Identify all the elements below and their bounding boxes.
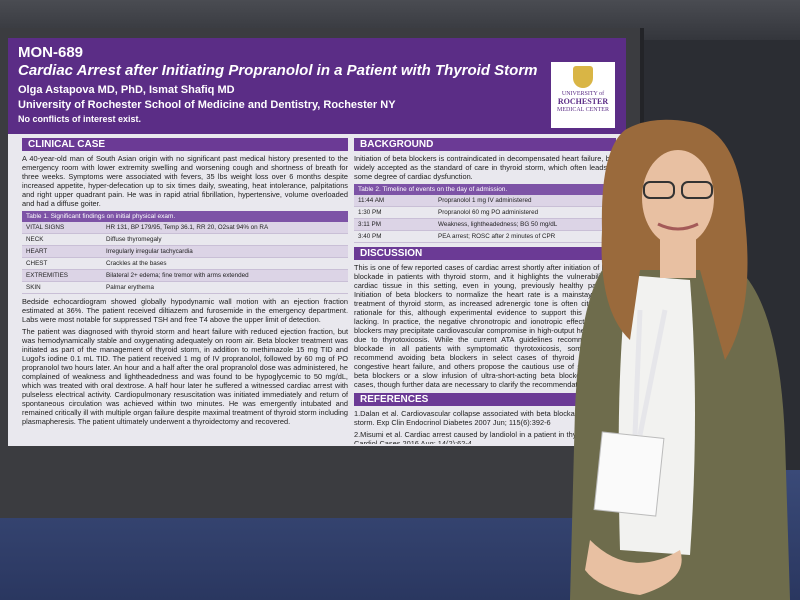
smile (657, 222, 699, 231)
logo-text: UNIVERSITY of (561, 91, 605, 97)
table-cell: NECK (22, 233, 102, 246)
section-heading: CLINICAL CASE (22, 138, 348, 151)
table-cell: Crackles at the bases (102, 257, 348, 270)
table-row: SKIN Palmar erythema (22, 281, 348, 294)
table-row: HEART Irregularly irregular tachycardia (22, 245, 348, 258)
table-cell: Propranolol 1 mg IV administered (434, 195, 616, 207)
table-row: 3:40 PM PEA arrest; ROSC after 2 minutes … (354, 230, 616, 243)
table-cell: HR 131, BP 179/95, Temp 36.1, RR 20, O2s… (102, 222, 348, 234)
paragraph: The patient was diagnosed with thyroid s… (22, 327, 348, 426)
table-cell: SKIN (22, 281, 102, 294)
logo: UNIVERSITY of ROCHESTER MEDICAL CENTER (551, 62, 615, 128)
table-cell: CHEST (22, 257, 102, 270)
glasses (681, 181, 713, 199)
face (642, 150, 714, 246)
reference: 2.Misumi et al. Cardiac arrest caused by… (354, 430, 616, 444)
table-caption: Table 2. Timeline of events on the day o… (354, 184, 616, 195)
table-cell: PEA arrest; ROSC after 2 minutes of CPR (434, 230, 616, 243)
logo-crest (573, 66, 593, 88)
table-row: 3:11 PM Weakness, lightheadedness; BG 50 … (354, 218, 616, 231)
table: VITAL SIGNS HR 131, BP 179/95, Temp 36.1,… (22, 222, 348, 294)
person (570, 119, 790, 600)
affiliation: University of Rochester School of Medici… (18, 99, 396, 111)
logo-text: ROCHESTER (557, 97, 609, 106)
table-cell: Propranolol 60 mg PO administered (434, 206, 616, 219)
table-cell: Bilateral 2+ edema; fine tremor with arm… (102, 269, 348, 282)
table-cell: HEART (22, 245, 102, 258)
table-cell: 3:40 PM (354, 230, 434, 243)
badge (593, 431, 665, 517)
section-heading: DISCUSSION (354, 247, 616, 260)
table-row: EXTREMITIES Bilateral 2+ edema; fine trem… (22, 269, 348, 282)
table-cell: 11:44 AM (354, 195, 434, 207)
poster-header: MON-689 Cardiac Arrest after Initiating … (8, 38, 626, 134)
section-heading: REFERENCES (354, 393, 616, 406)
paragraph: Initiation of beta blockers is contraind… (354, 154, 616, 181)
paragraph: A 40-year-old man of South Asian origin … (22, 154, 348, 208)
paragraph: Bedside echocardiogram showed globally h… (22, 297, 348, 324)
glasses (643, 181, 675, 199)
table-caption: Table 1. Significant findings on initial… (22, 211, 348, 222)
table-row: NECK Diffuse thyromegaly (22, 233, 348, 246)
table-cell: 1:30 PM (354, 206, 434, 219)
logo-text: MEDICAL CENTER (557, 107, 609, 113)
table-cell: Weakness, lightheadedness; BG 50 mg/dL (434, 218, 616, 231)
left-column: CLINICAL CASE A 40-year-old man of South … (22, 134, 348, 444)
poster-title: Cardiac Arrest after Initiating Proprano… (18, 62, 538, 79)
table-row: 11:44 AM Propranolol 1 mg IV administered (354, 195, 616, 207)
lanyard (632, 309, 668, 436)
poster: MON-689 Cardiac Arrest after Initiating … (8, 38, 626, 446)
table-cell: Palmar erythema (102, 281, 348, 294)
table-row: 1:30 PM Propranolol 60 mg PO administered (354, 206, 616, 219)
table-cell: VITAL SIGNS (22, 222, 102, 234)
neck (660, 238, 696, 278)
authors: Olga Astapova MD, PhD, Ismat Shafiq MD (18, 84, 235, 96)
hands (585, 540, 682, 595)
reference: 1.Dalan et al. Cardiovascular collapse a… (354, 409, 616, 427)
table-cell: EXTREMITIES (22, 269, 102, 282)
paragraph: This is one of few reported cases of car… (354, 263, 616, 389)
poster-id: MON-689 (18, 44, 84, 61)
table-row: CHEST Crackles at the bases (22, 257, 348, 270)
table-cell: 3:11 PM (354, 218, 434, 231)
table-cell: Diffuse thyromegaly (102, 233, 348, 246)
right-column: BACKGROUND Initiation of beta blockers is… (354, 134, 616, 444)
table: 11:44 AM Propranolol 1 mg IV administered… (354, 195, 616, 243)
table-cell: Irregularly irregular tachycardia (102, 245, 348, 258)
section-heading: BACKGROUND (354, 138, 616, 151)
table-row: VITAL SIGNS HR 131, BP 179/95, Temp 36.1,… (22, 222, 348, 234)
disclosure: No conflicts of interest exist. (18, 114, 142, 124)
